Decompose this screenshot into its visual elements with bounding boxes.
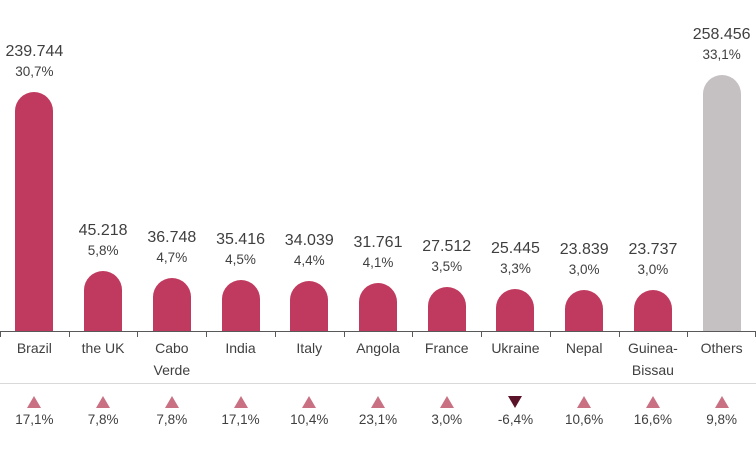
category-label: Angola: [356, 340, 400, 356]
bar-brazil: [15, 92, 54, 331]
value-label-block: 25.445 3,3%: [460, 239, 570, 278]
x-axis-tick: [0, 332, 1, 337]
change-label: 3,0%: [431, 412, 463, 427]
bar-france: [427, 286, 466, 331]
category-label: Italy: [296, 340, 323, 356]
share-label: 3,0%: [637, 262, 669, 278]
value-label-block: 23.839 3,0%: [529, 240, 639, 279]
x-axis-tick: [206, 332, 207, 337]
change-triangle-down-icon: [508, 396, 523, 408]
share-label: 30,7%: [15, 64, 54, 80]
bar-nepal: [565, 290, 604, 331]
change-label: 10,4%: [290, 412, 329, 427]
change-row-separator: [0, 383, 756, 384]
category-label: Cabo Verde: [153, 340, 191, 378]
value-label-block: 36.748 4,7%: [117, 228, 227, 267]
category-label: Nepal: [565, 340, 603, 356]
value-label-block: 27.512 3,5%: [392, 237, 502, 276]
value-label: 258.456: [692, 26, 751, 43]
x-axis-tick: [550, 332, 551, 337]
value-label-block: 31.761 4,1%: [323, 233, 433, 272]
change-label: 17,1%: [15, 412, 54, 427]
change-label: 23,1%: [358, 412, 398, 427]
change-triangle-up-icon: [714, 396, 729, 408]
x-axis-tick: [619, 332, 620, 337]
change-label: 9,8%: [706, 412, 738, 427]
category-label: France: [424, 340, 469, 356]
change-label: 16,6%: [633, 412, 673, 427]
bar-india: [221, 279, 260, 331]
change-triangle-up-icon: [439, 396, 454, 408]
value-label: 35.416: [216, 230, 265, 248]
category-label: Guinea-Bissau: [627, 340, 678, 378]
x-axis-tick: [412, 332, 413, 337]
value-label: 34.039: [284, 231, 334, 249]
change-triangle-up-icon: [645, 396, 660, 408]
value-label: 25.445: [490, 239, 540, 257]
category-label: Others: [700, 340, 743, 356]
change-label: 10,6%: [565, 412, 604, 427]
value-label: 23.839: [559, 241, 609, 259]
category-label: India: [225, 340, 256, 356]
value-label: 31.761: [353, 233, 403, 251]
category-label: Ukraine: [491, 340, 540, 356]
value-label: 239.744: [5, 43, 64, 61]
value-label-block: 34.039 4,4%: [254, 231, 364, 270]
share-label: 4,7%: [156, 250, 188, 266]
bar-others: [702, 75, 741, 331]
value-label-block: 35.416 4,5%: [186, 230, 296, 269]
value-label: 23.737: [628, 241, 678, 259]
category-label: the UK: [81, 340, 125, 356]
x-axis-tick: [344, 332, 345, 337]
share-label: 4,5%: [225, 251, 256, 267]
category-label: Brazil: [16, 340, 52, 356]
value-label: 45.218: [78, 221, 128, 239]
bar-guinea-bissau: [633, 290, 672, 331]
value-label: 36.748: [147, 229, 197, 247]
change-triangle-up-icon: [577, 396, 592, 408]
bar-ukraine: [496, 288, 535, 331]
bar-cabo-verde: [152, 278, 191, 331]
value-label-block: 258.456 33,1%: [667, 25, 756, 64]
share-label: 4,1%: [362, 254, 394, 270]
share-label: 3,0%: [568, 262, 600, 278]
x-axis-tick: [481, 332, 482, 337]
change-triangle-up-icon: [302, 396, 317, 408]
change-triangle-up-icon: [96, 396, 111, 408]
share-label: 3,3%: [500, 260, 531, 276]
change-label: 17,1%: [221, 412, 260, 427]
change-triangle-up-icon: [233, 396, 248, 408]
bar-italy: [290, 280, 329, 331]
change-label: 7,8%: [87, 412, 119, 427]
share-label: 3,5%: [431, 258, 463, 274]
x-axis-tick: [275, 332, 276, 337]
bar-the-uk: [84, 270, 123, 331]
x-axis-tick: [137, 332, 138, 337]
x-axis-tick: [69, 332, 70, 337]
change-triangle-up-icon: [371, 396, 385, 408]
x-axis-line: [0, 331, 756, 332]
share-label: 33,1%: [702, 47, 741, 62]
bar-angola: [359, 282, 397, 331]
change-triangle-up-icon: [27, 396, 42, 408]
value-label-block: 23.737 3,0%: [598, 240, 708, 279]
share-label: 5,8%: [87, 242, 119, 258]
value-label-block: 45.218 5,8%: [48, 221, 158, 260]
change-triangle-up-icon: [164, 396, 179, 408]
change-label: 7,8%: [156, 412, 188, 427]
share-label: 4,4%: [293, 252, 325, 268]
value-label: 27.512: [422, 237, 472, 255]
value-label-block: 239.744 30,7%: [0, 42, 89, 81]
change-label: -6,4%: [497, 412, 534, 427]
x-axis-tick: [687, 332, 688, 337]
